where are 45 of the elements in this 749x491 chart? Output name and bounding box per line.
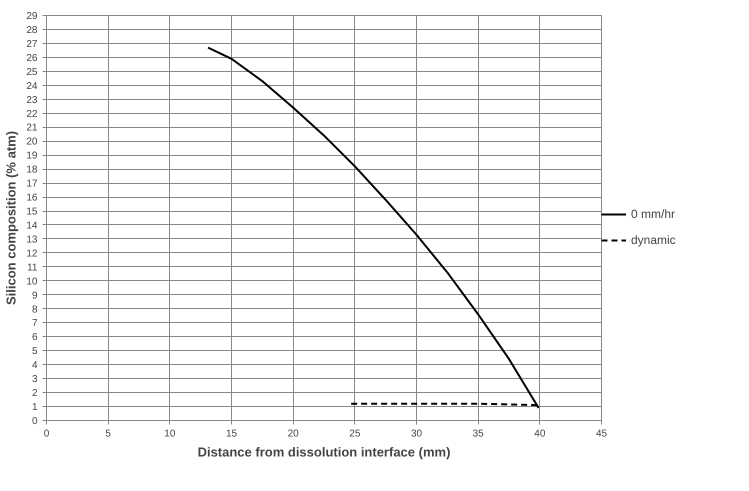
x-tick-label: 35 — [472, 428, 484, 440]
y-tick-label: 25 — [26, 66, 38, 78]
y-tick-label: 3 — [32, 374, 38, 386]
legend-label: 0 mm/hr — [631, 207, 676, 221]
y-tick-label: 14 — [26, 220, 38, 232]
legend-label: dynamic — [631, 233, 676, 247]
y-tick-label: 2 — [32, 388, 38, 400]
x-tick-label: 45 — [596, 428, 608, 440]
y-tick-label: 26 — [26, 52, 38, 64]
y-tick-label: 8 — [32, 304, 38, 316]
y-tick-label: 18 — [26, 164, 38, 176]
y-tick-label: 28 — [26, 24, 38, 36]
y-tick-label: 22 — [26, 108, 38, 120]
y-tick-label: 12 — [26, 248, 38, 260]
y-tick-label: 20 — [26, 136, 38, 148]
y-tick-label: 29 — [26, 11, 38, 22]
x-tick-label: 0 — [44, 428, 50, 440]
y-axis-title: Silicon composition (% atm) — [3, 130, 18, 306]
y-tick-label: 15 — [26, 206, 38, 218]
y-tick-label: 4 — [32, 360, 38, 372]
y-tick-label: 6 — [32, 332, 38, 344]
y-tick-label: 0 — [32, 416, 38, 427]
y-tick-label: 24 — [26, 80, 38, 92]
x-tick-label: 15 — [226, 428, 238, 440]
y-tick-label: 1 — [32, 402, 38, 414]
y-tick-label: 9 — [32, 290, 38, 302]
y-tick-label: 13 — [26, 234, 38, 246]
x-tick-label: 30 — [410, 428, 422, 440]
line-series — [207, 46, 540, 409]
y-tick-label: 10 — [26, 276, 38, 288]
y-tick-label: 17 — [26, 178, 38, 190]
y-tick-label: 16 — [26, 192, 38, 204]
x-tick-label: 5 — [105, 428, 112, 440]
y-tick-label: 23 — [26, 94, 38, 106]
y-tick-label: 27 — [26, 38, 38, 50]
y-tick-label: 19 — [26, 150, 38, 162]
x-axis-title: Distance from dissolution interface (mm) — [198, 444, 450, 460]
x-tick-label: 10 — [164, 428, 176, 440]
x-tick-label: 40 — [534, 428, 546, 440]
y-tick-label: 7 — [32, 318, 38, 330]
y-tick-label: 11 — [27, 262, 38, 274]
x-tick-label: 20 — [288, 428, 300, 440]
y-tick-label: 5 — [32, 346, 38, 358]
y-tick-label: 21 — [26, 122, 38, 134]
x-tick-label: 25 — [349, 428, 361, 440]
